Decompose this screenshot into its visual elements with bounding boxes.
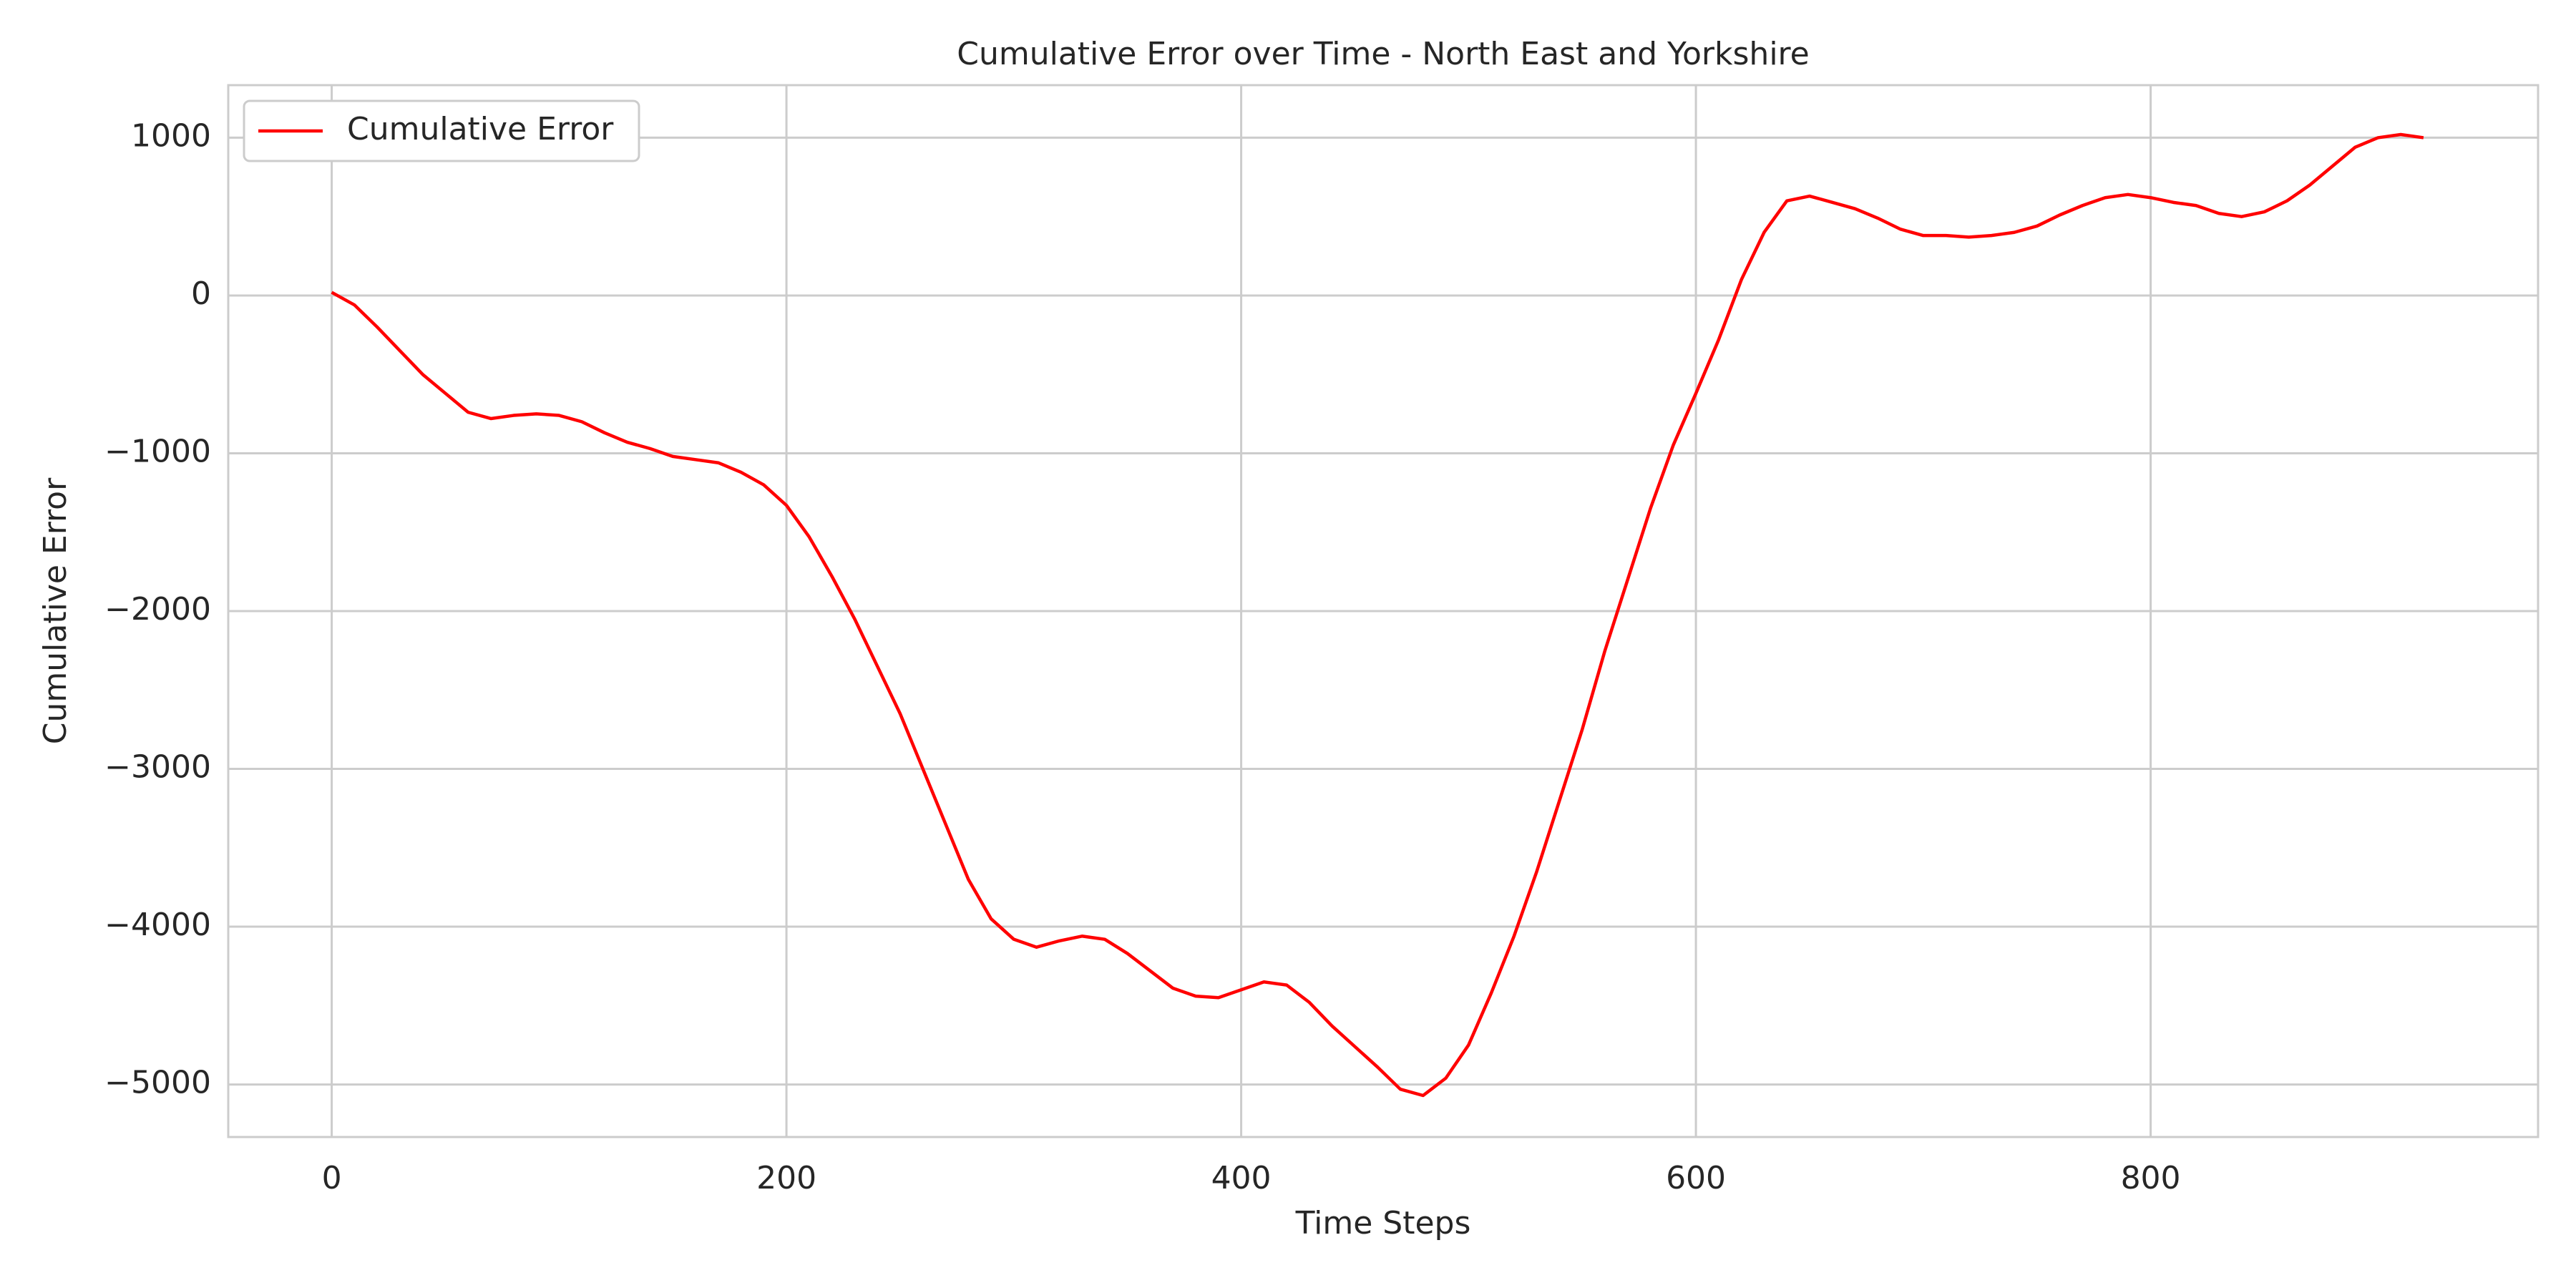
x-tick-label: 600 [1666,1160,1726,1196]
y-axis-label: Cumulative Error [37,477,74,744]
legend-label: Cumulative Error [347,111,614,147]
y-tick-label: −2000 [104,591,211,628]
y-tick-label: −5000 [104,1065,211,1101]
chart-title: Cumulative Error over Time - North East … [957,36,1809,72]
y-tick-label: 1000 [131,117,211,154]
y-tick-label: −1000 [104,433,211,469]
data-line [331,132,2424,1098]
x-tick-label: 0 [322,1160,342,1196]
x-tick-label: 800 [2121,1160,2181,1196]
y-tick-label: −4000 [104,907,211,943]
x-tick-label: 400 [1211,1160,1272,1196]
y-tick-label: 0 [191,275,211,312]
x-tick-label: 200 [756,1160,816,1196]
legend-box [243,99,640,162]
plot-frame [227,84,2540,1138]
x-axis-label: Time Steps [1295,1205,1471,1241]
y-tick-label: −3000 [104,749,211,786]
